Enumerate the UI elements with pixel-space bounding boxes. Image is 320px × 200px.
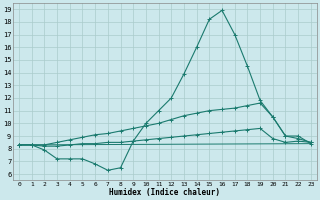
X-axis label: Humidex (Indice chaleur): Humidex (Indice chaleur)	[109, 188, 220, 197]
